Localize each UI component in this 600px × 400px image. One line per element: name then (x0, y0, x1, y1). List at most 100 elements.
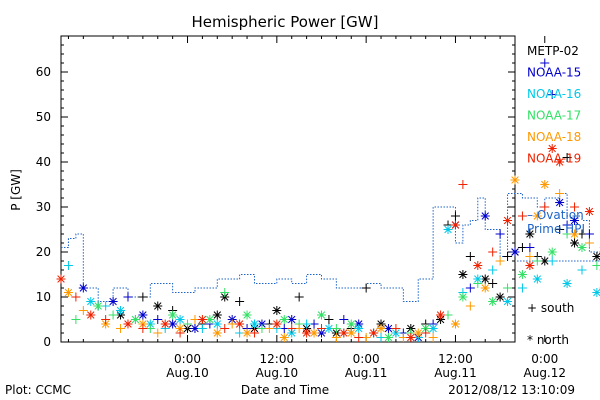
north-point-d2 (191, 324, 199, 333)
north-point (153, 301, 163, 311)
south-point (503, 252, 513, 261)
south-point (391, 324, 401, 333)
north-point (436, 310, 446, 320)
north-point (272, 306, 282, 315)
south-point (264, 324, 274, 333)
x-tick-label-date: Aug.11 (345, 366, 388, 380)
south-point (488, 265, 498, 275)
north-point (510, 247, 520, 257)
north-point-d2 (243, 329, 251, 337)
north-point (302, 328, 312, 338)
south-point (197, 324, 207, 333)
north-point-d2 (548, 248, 556, 256)
north-point-d2 (555, 158, 564, 166)
north-point (123, 319, 133, 329)
axes: 01020304050600:00Aug.1012:00Aug.100:00Au… (36, 35, 567, 380)
north-point-d2 (161, 320, 169, 328)
north-point-d2 (481, 275, 489, 283)
south-point (577, 265, 587, 275)
north-point (577, 243, 587, 252)
north-point (503, 297, 513, 306)
north-point-d2 (287, 315, 296, 324)
north-point-d2 (273, 306, 281, 315)
north-point-d2 (280, 333, 289, 342)
chart-title: Hemispheric Power [GW] (192, 13, 379, 31)
north-point (458, 292, 468, 302)
north-point (443, 225, 453, 234)
south-point (71, 315, 81, 324)
series-noaa-16 (63, 225, 600, 342)
south-point (153, 328, 163, 338)
footer-timestamp: 2012/08/12 13:10:09 (448, 383, 575, 397)
north-point (450, 319, 460, 329)
north-point-d2 (116, 306, 125, 315)
y-tick-label: 0 (43, 335, 51, 349)
north-point-d2 (302, 329, 311, 337)
north-point (116, 306, 126, 315)
north-point (168, 310, 178, 320)
legend-item-noaa-16: NOAA-16 (527, 87, 581, 101)
north-point-d2 (250, 320, 259, 328)
north-point-d2 (451, 221, 460, 229)
north-point (138, 310, 148, 320)
north-point (562, 279, 572, 288)
north-point-d2 (384, 324, 393, 333)
south-point (495, 229, 505, 239)
north-point-d2 (526, 261, 534, 270)
south-point (495, 256, 505, 266)
y-tick-label: 60 (36, 65, 51, 79)
south-point (547, 90, 557, 99)
north-point (525, 261, 535, 270)
north-point (316, 310, 326, 320)
south-point (532, 256, 542, 266)
north-point (495, 292, 505, 302)
north-point (108, 297, 118, 306)
north-point (287, 315, 297, 324)
x-tick-label-time: 12:00 (438, 352, 473, 366)
north-point (450, 220, 460, 230)
north-point-d2 (139, 311, 147, 319)
north-point (279, 315, 289, 324)
north-point (584, 207, 594, 216)
south-point (78, 306, 88, 315)
north-point-d2 (317, 311, 326, 319)
south-point (294, 292, 304, 302)
series-noaa-15 (78, 58, 600, 342)
y-tick-label: 20 (36, 245, 51, 259)
north-point-d2 (206, 315, 214, 324)
north-point (346, 319, 356, 329)
legend-item-noaa-19: NOAA-19 (527, 152, 581, 166)
north-point (532, 274, 542, 284)
south-point (570, 202, 580, 212)
south-point (562, 220, 572, 230)
x-tick-label-time: 12:00 (260, 352, 295, 366)
north-point (488, 297, 498, 306)
north-point-d2 (213, 320, 222, 328)
x-tick-label-date: Aug.12 (524, 366, 567, 380)
south-point (584, 238, 594, 248)
x-tick-label-date: Aug.10 (166, 366, 209, 380)
north-point-d2 (414, 329, 422, 337)
series-noaa-17 (71, 229, 600, 342)
footer-plot-source: Plot: CCMC (5, 383, 71, 397)
north-point-d2 (585, 207, 594, 216)
north-point (272, 319, 282, 329)
north-point (570, 216, 580, 225)
north-point (212, 328, 222, 338)
north-point-d2 (235, 320, 244, 328)
north-point (383, 333, 393, 342)
north-point (190, 324, 200, 333)
south-point (116, 324, 126, 333)
south-point (331, 333, 341, 342)
north-point (93, 301, 103, 311)
data-points (56, 58, 600, 342)
north-point-d2 (57, 275, 65, 283)
north-point-d2 (79, 284, 88, 292)
north-point (279, 333, 289, 342)
north-point (205, 315, 215, 324)
north-point (339, 328, 349, 338)
north-point (547, 247, 557, 257)
south-point (555, 225, 565, 234)
north-point-d2 (407, 333, 415, 342)
y-tick-label: 30 (36, 200, 51, 214)
